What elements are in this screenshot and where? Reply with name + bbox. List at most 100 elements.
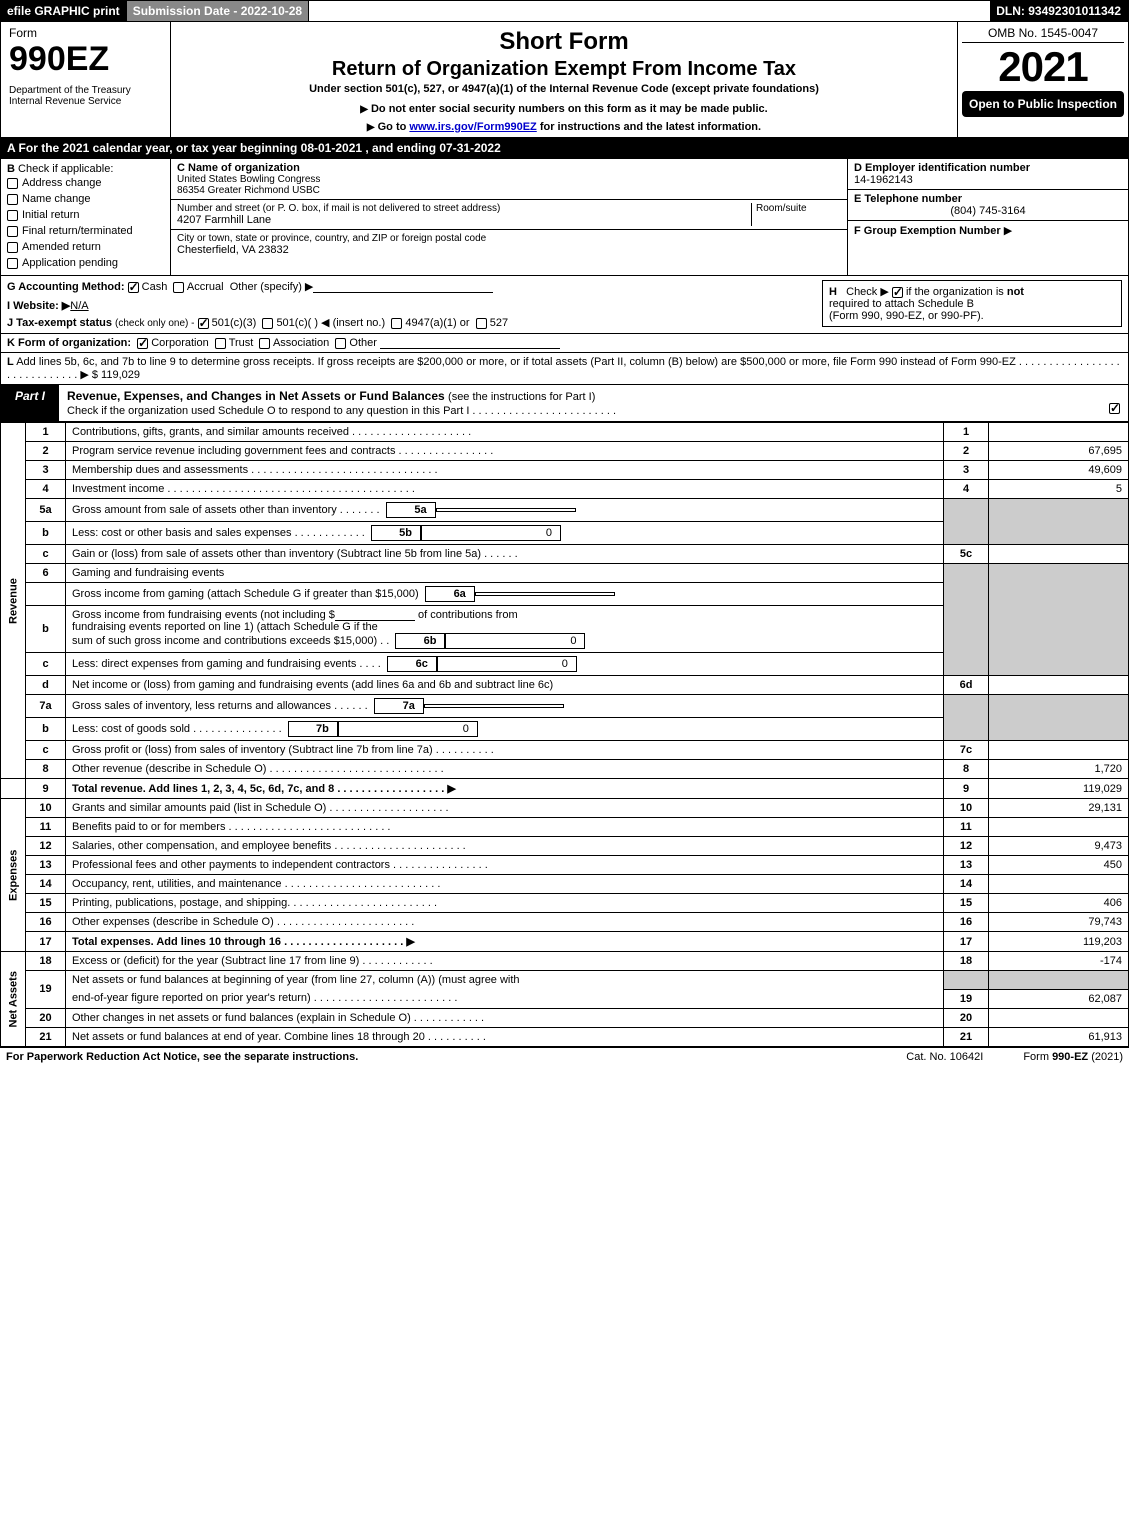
footer-form-bold: 990-EZ — [1052, 1051, 1088, 1063]
checkbox-cash[interactable] — [128, 282, 139, 293]
line-num: 12 — [26, 837, 66, 856]
ibox-label: 5a — [414, 504, 426, 516]
section-h: H Check ▶ if the organization is not req… — [822, 280, 1122, 327]
f-label: F Group Exemption Number — [854, 225, 1001, 237]
inline-val-6c: 0 — [437, 656, 577, 672]
desc-text: Gross income from gaming (attach Schedul… — [72, 588, 419, 600]
name-change-label: Name change — [22, 193, 91, 205]
amount-cell: 119,029 — [989, 779, 1129, 799]
line-num: 10 — [26, 799, 66, 818]
line-desc: Less: cost or other basis and sales expe… — [66, 522, 944, 545]
ibox-label: 6c — [416, 658, 428, 670]
table-row: 6 Gaming and fundraising events — [1, 564, 1129, 583]
other-specify-input[interactable] — [313, 281, 493, 293]
line-desc: Other changes in net assets or fund bala… — [66, 1008, 944, 1027]
open-public-badge: Open to Public Inspection — [962, 91, 1124, 117]
box-num: 14 — [944, 875, 989, 894]
efile-print-label[interactable]: efile GRAPHIC print — [1, 1, 127, 21]
line-desc: Program service revenue including govern… — [66, 442, 944, 461]
checkbox-icon[interactable] — [7, 226, 18, 237]
checkbox-icon[interactable] — [7, 194, 18, 205]
contrib-input[interactable] — [335, 609, 415, 621]
line-k: K Form of organization: Corporation Trus… — [0, 334, 1129, 353]
check-name-change[interactable]: Name change — [7, 191, 164, 207]
checkbox-501c[interactable] — [262, 318, 273, 329]
line-num: 6 — [26, 564, 66, 583]
goto-pre: Go to — [367, 121, 409, 133]
amount-cell: 79,743 — [989, 913, 1129, 932]
checkbox-4947[interactable] — [391, 318, 402, 329]
header-mid: Short Form Return of Organization Exempt… — [171, 22, 958, 137]
phone-block: E Telephone number (804) 745-3164 — [848, 190, 1128, 221]
checkbox-527[interactable] — [476, 318, 487, 329]
line-num: c — [26, 653, 66, 676]
line-desc: Gaming and fundraising events — [66, 564, 944, 583]
checkbox-corporation[interactable] — [137, 338, 148, 349]
check-address-change[interactable]: Address change — [7, 175, 164, 191]
form-word: Form — [9, 26, 162, 40]
checkbox-icon[interactable] — [7, 178, 18, 189]
irs-link[interactable]: www.irs.gov/Form990EZ — [409, 121, 536, 133]
box-num: 3 — [944, 461, 989, 480]
check-application-pending[interactable]: Application pending — [7, 255, 164, 271]
other-label: Other (specify) ▶ — [230, 281, 314, 293]
ibox-label: 7b — [316, 723, 329, 735]
k-other: Other — [349, 337, 377, 349]
group-exemption-block: F Group Exemption Number ▶ — [848, 221, 1128, 240]
part-i-tab: Part I — [1, 385, 59, 421]
line-desc: Excess or (deficit) for the year (Subtra… — [66, 952, 944, 971]
box-num: 18 — [944, 952, 989, 971]
other-org-input[interactable] — [380, 337, 560, 349]
line-l: L Add lines 5b, 6c, and 7b to line 9 to … — [0, 353, 1129, 385]
box-num: 1 — [944, 423, 989, 442]
b-label: B — [7, 163, 15, 175]
checkbox-icon[interactable] — [7, 242, 18, 253]
line-num: b — [26, 606, 66, 653]
check-amended-return[interactable]: Amended return — [7, 239, 164, 255]
line-num: b — [26, 522, 66, 545]
line-num: c — [26, 741, 66, 760]
checkbox-501c3[interactable] — [198, 318, 209, 329]
ibox-label: 6b — [424, 635, 437, 647]
line-desc: Total expenses. Add lines 10 through 16 … — [66, 932, 944, 952]
c-name-label: C Name of organization — [177, 162, 300, 174]
ein-block: D Employer identification number 14-1962… — [848, 159, 1128, 190]
dept-treasury: Department of the Treasury Internal Reve… — [9, 85, 162, 107]
line-num: 8 — [26, 760, 66, 779]
part-i-title-text: Revenue, Expenses, and Changes in Net As… — [67, 389, 445, 403]
line-num: 14 — [26, 875, 66, 894]
line-num: 17 — [26, 932, 66, 952]
line-num: b — [26, 718, 66, 741]
amount-cell: -174 — [989, 952, 1129, 971]
checkbox-trust[interactable] — [215, 338, 226, 349]
check-final-return[interactable]: Final return/terminated — [7, 223, 164, 239]
checkbox-schedule-o[interactable] — [1109, 403, 1120, 414]
k-label: K Form of organization: — [7, 337, 131, 349]
checkbox-other-org[interactable] — [335, 338, 346, 349]
check-initial-return[interactable]: Initial return — [7, 207, 164, 223]
application-pending-label: Application pending — [22, 257, 118, 269]
l-text: Add lines 5b, 6c, and 7b to line 9 to de… — [7, 356, 1120, 381]
line-num: d — [26, 676, 66, 695]
j-opt4: 527 — [490, 317, 508, 329]
line-desc: Gross income from gaming (attach Schedul… — [66, 583, 944, 606]
checkbox-association[interactable] — [259, 338, 270, 349]
amount-cell — [989, 676, 1129, 695]
netassets-side-label: Net Assets — [1, 952, 26, 1047]
line-desc: Gross profit or (loss) from sales of inv… — [66, 741, 944, 760]
box-num: 11 — [944, 818, 989, 837]
org-name-1: United States Bowling Congress — [177, 174, 841, 185]
line-num: 20 — [26, 1008, 66, 1027]
checkbox-schedule-b[interactable] — [892, 287, 903, 298]
line-desc: Net assets or fund balances at end of ye… — [66, 1027, 944, 1046]
table-row: 4 Investment income . . . . . . . . . . … — [1, 480, 1129, 499]
checkbox-accrual[interactable] — [173, 282, 184, 293]
line-desc: Gain or (loss) from sale of assets other… — [66, 545, 944, 564]
line-desc: Net assets or fund balances at beginning… — [66, 971, 944, 990]
footer-form-pre: Form — [1023, 1051, 1052, 1063]
amount-cell: 67,695 — [989, 442, 1129, 461]
ibox-label: 7a — [403, 700, 415, 712]
checkbox-icon[interactable] — [7, 210, 18, 221]
table-row: c Gain or (loss) from sale of assets oth… — [1, 545, 1129, 564]
checkbox-icon[interactable] — [7, 258, 18, 269]
